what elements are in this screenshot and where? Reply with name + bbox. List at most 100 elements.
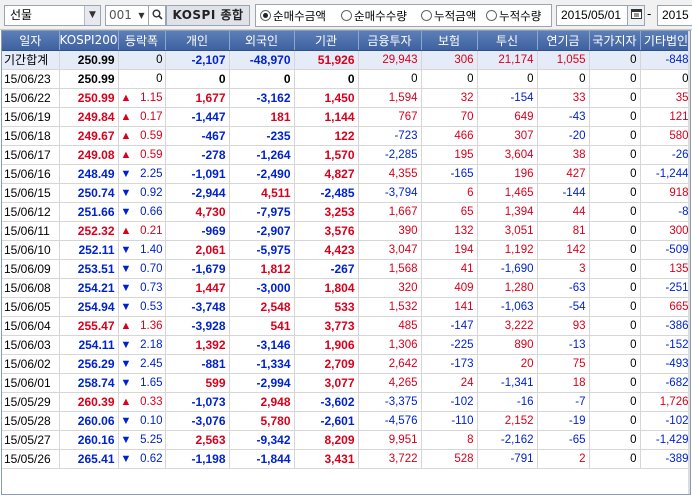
foreign-cell: 5,780 [229, 411, 295, 431]
date-cell: 15/06/05 [2, 297, 60, 317]
radio-cumulative-quantity[interactable]: 누적수량 [486, 8, 541, 24]
institution-cell: 4,423 [294, 240, 359, 260]
table-row[interactable]: 15/06/16 248.49 ▼ 2.25 -1,091 -2,490 4,827 4,35… [2, 164, 690, 184]
triangle-down-icon: ▼ [120, 452, 132, 465]
column-header[interactable]: 개인 [165, 31, 230, 51]
table-row[interactable]: 15/06/04 255.47 ▲ 1.36 -3,928 541 3,773 485 -147… [2, 316, 690, 336]
government-cell: 0 [589, 69, 641, 89]
other-corp-cell: -682 [640, 373, 690, 393]
change-cell: ▲ 0.17 [118, 107, 166, 127]
table-row[interactable]: 15/06/12 251.66 ▼ 0.66 4,730 -7,975 3,253 1,667… [2, 202, 690, 222]
kospi200-cell: 254.11 [59, 335, 119, 355]
change-value: 0.17 [140, 110, 163, 123]
table-row[interactable]: 15/06/08 254.21 ▼ 0.73 1,447 -3,000 1,804 320 40… [2, 278, 690, 298]
kospi200-cell: 256.29 [59, 354, 119, 374]
foreign-cell: 181 [229, 107, 295, 127]
radio-cumulative-amount[interactable]: 누적금액 [421, 8, 476, 24]
table-row[interactable]: 15/06/01 258.74 ▼ 1.65 599 -2,994 3,077 4,265 24… [2, 373, 690, 393]
kospi200-cell: 252.11 [59, 240, 119, 260]
column-header[interactable]: KOSPI200 [59, 31, 119, 51]
foreign-cell: -9,342 [229, 430, 295, 450]
table-row[interactable]: 15/05/26 265.41 ▼ 0.62 -1,198 -1,844 3,431 3,72… [2, 449, 690, 469]
other-corp-cell: -389 [640, 449, 690, 469]
foreign-cell: -48,970 [229, 50, 295, 70]
government-cell: 0 [589, 50, 641, 70]
date-cell: 15/06/16 [2, 164, 60, 184]
vertical-scrollbar[interactable] [688, 31, 690, 494]
calendar-button[interactable] [628, 5, 645, 26]
column-header[interactable]: 투신 [477, 31, 538, 51]
pension-cell: 142 [537, 240, 590, 260]
column-header[interactable]: 일자 [2, 31, 60, 51]
type-select[interactable]: 선물 ▼ [4, 5, 101, 26]
table-row[interactable]: 15/06/03 254.11 ▼ 2.18 1,392 -3,146 1,906 1,306… [2, 335, 690, 355]
insurance-cell: 409 [421, 278, 478, 298]
table-row[interactable]: 15/06/15 250.74 ▼ 0.92 -2,944 4,511 -2,485 -3,7… [2, 183, 690, 203]
table-row[interactable]: 15/06/02 256.29 ▼ 2.45 -881 -1,334 2,709 2,642-… [2, 354, 690, 374]
column-header[interactable]: 등락폭 [118, 31, 166, 51]
start-date-input[interactable]: 2015/05/01 [556, 5, 628, 26]
other-corp-cell: 121 [640, 107, 690, 127]
chevron-down-icon[interactable]: ▼ [84, 6, 100, 25]
government-cell: 0 [589, 430, 641, 450]
type-select-value: 선물 [10, 8, 33, 22]
investment-trust-cell: 3,222 [477, 316, 538, 336]
period-total-row[interactable]: 기간합계 250.99 0 -2,107 -48,970 51,926 29,943 306 2… [2, 50, 690, 70]
institution-cell: -3,602 [294, 392, 359, 412]
individual-cell: 1,677 [165, 88, 230, 108]
investment-trust-cell: 21,174 [477, 50, 538, 70]
column-header[interactable]: 기타법인 [640, 31, 690, 51]
table-row[interactable]: 15/05/27 260.16 ▼ 5.25 2,563 -9,342 8,209 9,951… [2, 430, 690, 450]
change-value: 0.73 [140, 281, 163, 294]
column-header[interactable]: 국가지자 [589, 31, 641, 51]
other-corp-cell: 665 [640, 297, 690, 317]
financial-invest-cell: 1,306 [358, 335, 422, 355]
table-row[interactable]: 15/06/05 254.94 ▼ 0.53 -3,748 2,548 533 1,532 14… [2, 297, 690, 317]
change-value: 0.59 [140, 148, 163, 161]
column-header[interactable]: 외국인 [229, 31, 295, 51]
table-row[interactable]: 15/06/22 250.99 ▲ 1.15 1,677 -3,162 1,450 1,594… [2, 88, 690, 108]
radio-net-buy-amount[interactable]: 순매수금액 [260, 8, 326, 24]
financial-invest-cell: 485 [358, 316, 422, 336]
change-value: 0.92 [140, 186, 163, 199]
column-header[interactable]: 연기금 [537, 31, 590, 51]
table-row[interactable]: 15/06/19 249.84 ▲ 0.17 -1,447 181 1,144 767 70 64… [2, 107, 690, 127]
column-header[interactable]: 금융투자 [358, 31, 422, 51]
end-date-input[interactable]: 2015 [657, 5, 692, 26]
table-row[interactable]: 15/06/09 253.51 ▼ 0.70 -1,679 1,812 -267 1,568 4… [2, 259, 690, 279]
search-button[interactable] [149, 5, 166, 26]
date-cell: 15/06/11 [2, 221, 60, 241]
table-row[interactable]: 15/06/11 252.32 ▲ 0.21 -969 -2,907 3,576 390 132… [2, 221, 690, 241]
other-corp-cell: -152 [640, 335, 690, 355]
table-row[interactable]: 15/06/10 252.11 ▼ 1.40 2,061 -5,975 4,423 3,047… [2, 240, 690, 260]
pension-cell: 0 [537, 69, 590, 89]
financial-invest-cell: 29,943 [358, 50, 422, 70]
column-header[interactable]: 기관 [294, 31, 359, 51]
pension-cell: -63 [537, 278, 590, 298]
table-row[interactable]: 15/06/23 250.99 0 0 0 0 0 0 0 0 0 0 [2, 69, 690, 89]
table-row[interactable]: 15/05/29 260.39 ▲ 0.33 -1,073 2,948 -3,602 -3,3… [2, 392, 690, 412]
pension-cell: 427 [537, 164, 590, 184]
radio-net-buy-quantity[interactable]: 순매수수량 [341, 8, 407, 24]
change-cell: ▼ 2.45 [118, 354, 166, 374]
kospi200-cell: 248.49 [59, 164, 119, 184]
change-cell: ▲ 0.21 [118, 221, 166, 241]
financial-invest-cell: 320 [358, 278, 422, 298]
column-header[interactable]: 보험 [421, 31, 478, 51]
kospi200-cell: 250.99 [59, 88, 119, 108]
kospi200-cell: 250.99 [59, 69, 119, 89]
institution-cell: 2,709 [294, 354, 359, 374]
table-row[interactable]: 15/06/18 249.67 ▲ 0.59 -467 -235 122 -723 466 307… [2, 126, 690, 146]
table-row[interactable]: 15/06/17 249.08 ▲ 0.59 -278 -1,264 1,570 -2,285… [2, 145, 690, 165]
insurance-cell: 32 [421, 88, 478, 108]
table-row[interactable]: 15/05/28 260.06 ▼ 0.10 -3,076 5,780 -2,601 -4,5… [2, 411, 690, 431]
investment-trust-cell: 890 [477, 335, 538, 355]
insurance-cell: -102 [421, 392, 478, 412]
institution-cell: 1,804 [294, 278, 359, 298]
date-cell: 15/06/09 [2, 259, 60, 279]
government-cell: 0 [589, 126, 641, 146]
financial-invest-cell: 1,667 [358, 202, 422, 222]
chevron-down-icon[interactable]: ▼ [138, 11, 145, 20]
code-input[interactable]: 001 ▼ [105, 5, 149, 26]
government-cell: 0 [589, 145, 641, 165]
